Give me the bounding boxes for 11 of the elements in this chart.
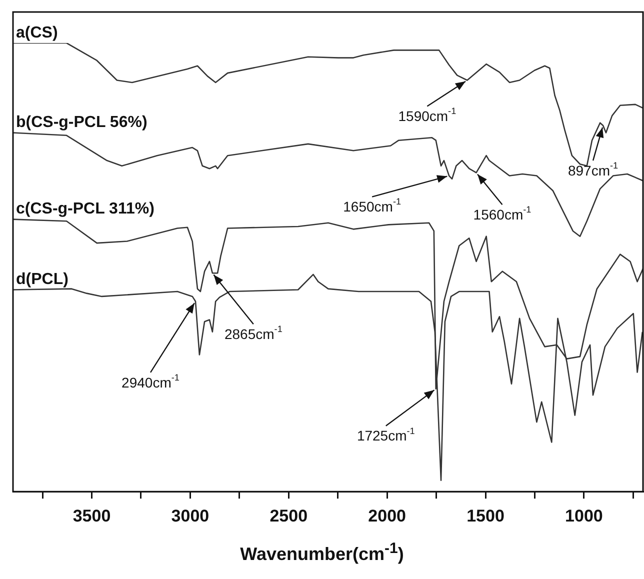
series-label: d(PCL) [16,271,68,288]
x-axis-title: Wavenumber(cm$^{-1}$) [239,540,405,565]
x-tick-label: 1000 [565,506,603,526]
series-label: c(CS-g-PCL 311%) [16,200,154,218]
x-tick-label: 3500 [72,506,111,526]
series-label: b(CS-g-PCL 56%) [16,114,148,132]
x-tick-label: 2000 [368,506,406,526]
x-tick-label: 1500 [466,506,504,526]
x-tick-label: 3000 [171,506,210,526]
x-tick-label: 2500 [270,506,308,526]
series-label: a(CS) [16,24,58,42]
